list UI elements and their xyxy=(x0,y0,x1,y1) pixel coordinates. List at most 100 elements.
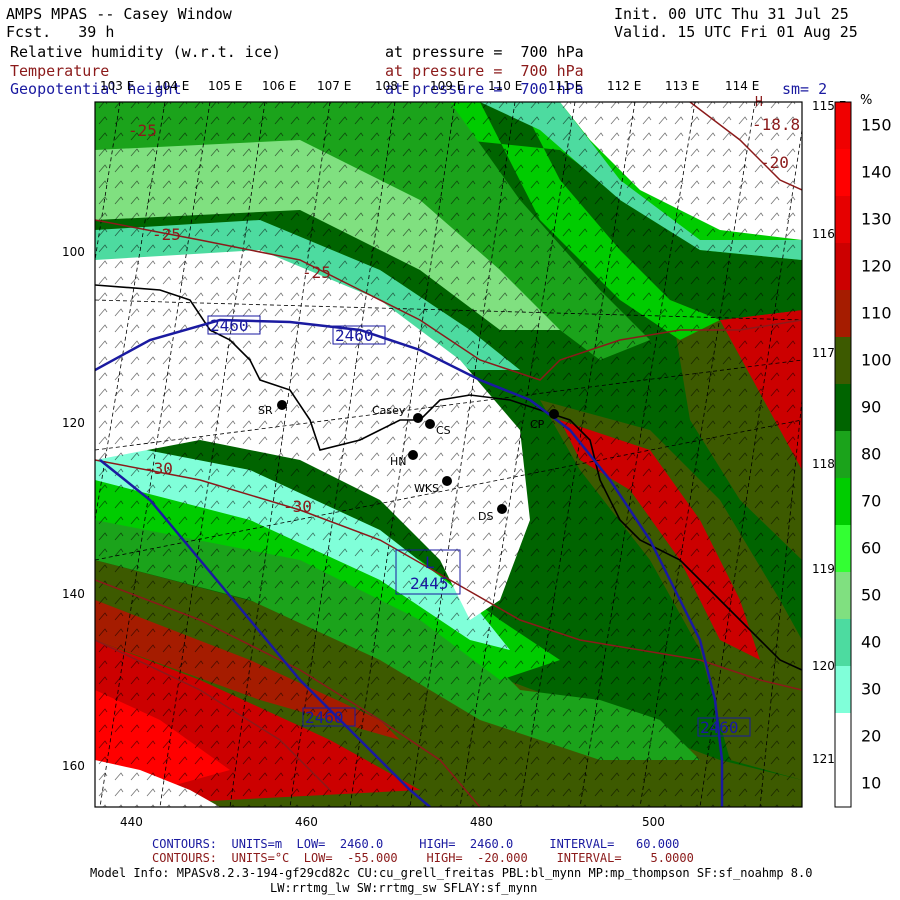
height-label: 2460 xyxy=(210,316,249,335)
field-rh-level: at pressure = 700 hPa xyxy=(385,43,584,61)
contour-labels: 2460 2460 2460 2460 L 2445 -25 -25 -25 -… xyxy=(128,95,800,737)
stations: SR Casey CS HN WKS DS CP xyxy=(258,400,559,523)
colorbar-segment xyxy=(835,431,851,479)
footer-model-info: Model Info: MPASv8.2.3-194-gf29cd82c CU:… xyxy=(90,866,813,880)
lon-label: 103 E xyxy=(100,79,134,93)
temperature-label: -18.8 xyxy=(752,115,800,134)
smoothing-label: sm= 2 xyxy=(782,80,828,98)
field-height-level: at pressure = 700 hPa xyxy=(385,80,584,98)
colorbar-segment xyxy=(835,713,851,761)
init-time: Init. 00 UTC Thu 31 Jul 25 xyxy=(614,5,849,23)
colorbar-segment xyxy=(835,102,851,150)
y-tick: 120 xyxy=(62,416,85,430)
colorbar-tick-label: 30 xyxy=(861,680,881,699)
axis-ticks: 440 460 480 500 100 120 140 160 xyxy=(62,245,665,829)
temperature-label: -30 xyxy=(144,459,173,478)
coastline xyxy=(95,284,802,671)
colorbar-segment xyxy=(835,572,851,620)
field-temp-name: Temperature xyxy=(10,62,110,80)
colorbar-segment xyxy=(835,525,851,573)
station-marker xyxy=(425,419,435,429)
x-tick: 460 xyxy=(295,815,318,829)
station-label: SR xyxy=(258,404,273,417)
colorbar-segment xyxy=(835,478,851,526)
plot-frame xyxy=(94,101,803,808)
lon-label: 108 E xyxy=(375,79,409,93)
colorbar-segment xyxy=(835,619,851,667)
temperature-label: -25 xyxy=(152,225,181,244)
station-label: WKS xyxy=(414,482,439,495)
colorbar-tick-label: 130 xyxy=(861,210,892,229)
colorbar-tick-label: 20 xyxy=(861,727,881,746)
footer-temp-contours: CONTOURS: UNITS=°C LOW= -55.000 HIGH= -2… xyxy=(152,851,694,865)
low-value: 2445 xyxy=(410,574,449,593)
colorbar-tick-label: 140 xyxy=(861,163,892,182)
field-height-name: Geopotential height xyxy=(10,80,182,98)
colorbar-tick-label: 120 xyxy=(861,257,892,276)
height-label: 2460 xyxy=(305,708,344,727)
station-marker xyxy=(277,400,287,410)
field-rh-name: Relative humidity (w.r.t. ice) xyxy=(10,43,281,61)
colorbar-tick-label: 90 xyxy=(861,398,881,417)
station-label: Casey xyxy=(372,404,406,417)
station-marker xyxy=(549,409,559,419)
station-label: DS xyxy=(478,510,493,523)
footer-height-contours: CONTOURS: UNITS=m LOW= 2460.0 HIGH= 2460… xyxy=(152,837,680,851)
y-tick: 140 xyxy=(62,587,85,601)
top-lon-labels: 103 E 104 E 105 E 106 E 107 E 108 E 109 … xyxy=(100,79,759,93)
colorbar-tick-label: 40 xyxy=(861,633,881,652)
footer-model-info-2: LW:rrtmg_lw SW:rrtmg_sw SFLAY:sf_mynn xyxy=(270,881,538,895)
colorbar: 150 140 130 120 110 100 90 80 70 60 50 40 30 20 10 xyxy=(834,101,892,808)
temperature-contours xyxy=(95,102,802,807)
temperature-label: -20 xyxy=(760,153,789,172)
colorbar-tick-label: 100 xyxy=(861,351,892,370)
colorbar-segment xyxy=(835,666,851,714)
lon-label: 112 E xyxy=(607,79,641,93)
colorbar-tick-label: 50 xyxy=(861,586,881,605)
colorbar-tick-label: 150 xyxy=(861,116,892,135)
latlon-grid xyxy=(95,102,802,807)
lon-label: 107 E xyxy=(317,79,351,93)
colorbar-unit: % xyxy=(860,93,872,108)
lon-label: 110 E xyxy=(488,79,522,93)
colorbar-segment xyxy=(835,290,851,338)
y-tick: 160 xyxy=(62,759,85,773)
station-marker xyxy=(497,504,507,514)
station-marker xyxy=(413,413,423,423)
station-label: CS xyxy=(436,424,451,437)
y-tick: 100 xyxy=(62,245,85,259)
colorbar-segment xyxy=(835,384,851,432)
colorbar-segment xyxy=(835,760,851,808)
x-tick: 500 xyxy=(642,815,665,829)
height-label: 2460 xyxy=(335,326,374,345)
colorbar-tick-label: 60 xyxy=(861,539,881,558)
colorbar-frame xyxy=(834,101,852,808)
lon-label: 104 E xyxy=(155,79,189,93)
colorbar-segment xyxy=(835,337,851,385)
colorbar-segment xyxy=(835,149,851,197)
colorbar-tick-label: 80 xyxy=(861,445,881,464)
colorbar-tick-label: 110 xyxy=(861,304,892,323)
field-temp-level: at pressure = 700 hPa xyxy=(385,62,584,80)
low-marker: L xyxy=(425,553,435,572)
temperature-label: -25 xyxy=(302,263,331,282)
lon-label: 113 E xyxy=(665,79,699,93)
temperature-label: -25 xyxy=(128,121,157,140)
lon-label: 106 E xyxy=(262,79,296,93)
map-title: AMPS MPAS -- Casey Window xyxy=(6,5,232,23)
colorbar-segment xyxy=(835,196,851,244)
lon-label: 111 E xyxy=(548,79,582,93)
station-label: HN xyxy=(390,455,407,468)
lon-label: 114 E xyxy=(725,79,759,93)
temperature-label: -30 xyxy=(283,497,312,516)
height-label: 2460 xyxy=(700,718,739,737)
x-tick: 440 xyxy=(120,815,143,829)
lon-label: 109 E xyxy=(430,79,464,93)
valid-time: Valid. 15 UTC Fri 01 Aug 25 xyxy=(614,23,858,41)
forecast-hour: Fcst. 39 h xyxy=(6,23,115,41)
station-label: CP xyxy=(530,418,545,431)
colorbar-tick-label: 70 xyxy=(861,492,881,511)
station-marker xyxy=(442,476,452,486)
station-marker xyxy=(408,450,418,460)
